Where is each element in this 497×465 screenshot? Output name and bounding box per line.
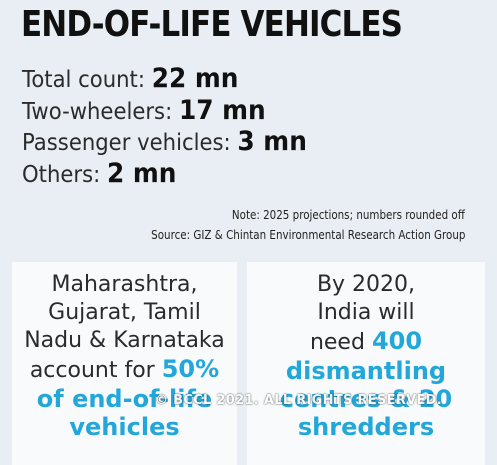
infrastructure-need-panel: By 2020, India will need 400 dismantling… [247,262,485,465]
panel-line: account for 50% [12,355,237,385]
panel-line: Maharashtra, [51,272,198,297]
panel-text: account for [29,358,162,383]
stat-value: 3 mn [237,126,307,157]
panel-highlight-line: shredders [297,413,435,441]
panel-highlight-line: centres & 20 [279,385,453,413]
panel-line: Nadu & Karnataka [24,328,225,353]
panel-highlight-line: vehicles [69,413,180,441]
page-title: END-OF-LIFE VEHICLES [21,4,403,45]
panel-text: need [309,330,372,355]
panel-highlight-line: dismantling [285,357,447,385]
states-share-text: Maharashtra, Gujarat, Tamil Nadu & Karna… [12,271,237,441]
copyright-watermark: © BCCL 2021. ALL RIGHTS RESERVED. [155,393,442,408]
stat-passenger-vehicles: Passenger vehicles: 3 mn [22,127,307,159]
panel-line: Gujarat, Tamil [48,300,201,325]
stat-others: Others: 2 mn [22,157,307,191]
infrastructure-need-text: By 2020, India will need 400 dismantling… [247,271,485,441]
panel-line: By 2020, [316,272,416,297]
source-note: Source: GIZ & Chintan Environmental Rese… [150,228,465,242]
stat-value: 17 mn [178,94,266,126]
stat-total: Total count: 22 mn [22,64,307,96]
stat-label: Others: [22,161,107,188]
stat-value: 22 mn [151,63,239,94]
states-share-panel: Maharashtra, Gujarat, Tamil Nadu & Karna… [12,262,237,465]
panel-highlight-line: of end-of-life [36,385,213,413]
stat-two-wheelers: Two-wheelers: 17 mn [22,94,307,128]
projection-note: Note: 2025 projections; numbers rounded … [232,208,465,222]
panel-line: need 400 [247,327,485,357]
stat-label: Total count: [22,67,152,93]
stats-list: Total count: 22 mn Two-wheelers: 17 mn P… [22,64,332,190]
count-highlight: 400 [371,327,423,355]
stat-label: Two-wheelers: [22,98,179,125]
panel-line: India will [317,300,415,325]
stat-label: Passenger vehicles: [22,130,238,156]
share-highlight: 50% [161,355,220,383]
stat-value: 2 mn [106,157,177,189]
